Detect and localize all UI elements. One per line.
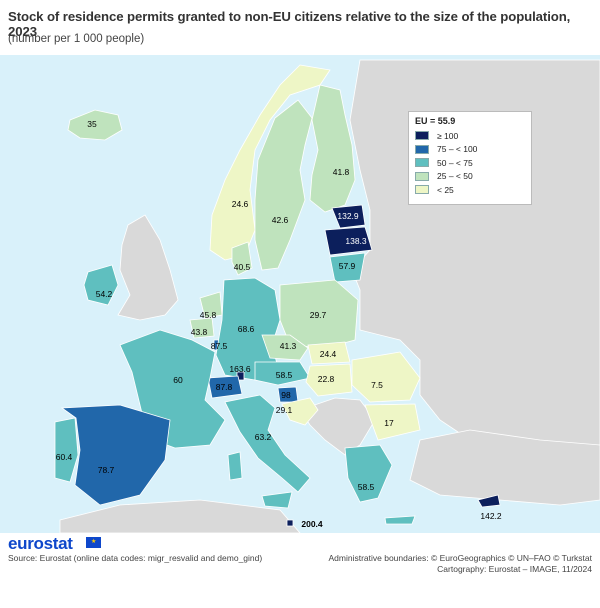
sardinia-region — [227, 451, 243, 481]
legend-item: 75 – < 100 — [415, 143, 525, 157]
portugal-region — [54, 417, 79, 483]
denmark-region — [231, 241, 253, 276]
legend-item: 50 – < 75 — [415, 156, 525, 170]
legend-item: ≥ 100 — [415, 129, 525, 143]
value-label-belgium: 43.8 — [191, 327, 208, 337]
bulgaria-region — [364, 403, 421, 441]
value-label-slovakia: 24.4 — [320, 349, 337, 359]
cyprus-region — [477, 494, 501, 508]
italy-region — [224, 394, 311, 493]
value-label-sweden: 42.6 — [272, 215, 289, 225]
belgium-region — [189, 317, 215, 339]
uk-land — [117, 214, 179, 321]
legend-label: 75 – < 100 — [437, 144, 478, 155]
hungary-region — [305, 363, 353, 397]
iceland-region — [67, 109, 123, 141]
turkey-land — [409, 429, 600, 506]
sicily-region — [261, 491, 293, 509]
legend-swatch — [415, 158, 429, 168]
map-title: Stock of residence permits granted to no… — [8, 9, 571, 39]
lithuania-region — [329, 252, 366, 283]
spain-region — [60, 404, 171, 506]
value-label-bulgaria: 17 — [384, 418, 394, 428]
value-label-lithuania: 57.9 — [339, 261, 356, 271]
legend-swatch — [415, 131, 429, 141]
romania-region — [351, 351, 421, 403]
value-label-croatia: 29.1 — [276, 405, 293, 415]
legend-title: EU = 55.9 — [415, 116, 456, 126]
legend-swatch — [415, 144, 429, 154]
value-label-romania: 7.5 — [371, 380, 383, 390]
crete-region — [384, 515, 416, 525]
credits: Administrative boundaries: © EuroGeograp… — [328, 553, 592, 575]
legend-item: 25 – < 50 — [415, 170, 525, 184]
croatia-region — [281, 397, 319, 426]
boundaries-credit: Administrative boundaries: © EuroGeograp… — [328, 553, 592, 563]
switzerland-region — [207, 375, 243, 399]
north-africa-land — [59, 499, 301, 533]
estonia-region — [331, 204, 366, 229]
value-label-portugal: 60.4 — [56, 452, 73, 462]
value-label-estonia: 132.9 — [337, 211, 359, 221]
legend-label: 25 – < 50 — [437, 171, 473, 182]
sweden-region — [254, 99, 313, 271]
value-label-malta: 200.4 — [301, 519, 323, 529]
eu-flag-icon: ★ — [86, 537, 101, 548]
value-label-slovenia: 98 — [281, 390, 291, 400]
value-label-cyprus: 142.2 — [480, 511, 502, 521]
value-label-greece: 58.5 — [358, 482, 375, 492]
value-label-spain: 78.7 — [98, 465, 115, 475]
value-label-finland: 41.8 — [333, 167, 350, 177]
value-label-france: 60 — [173, 375, 183, 385]
value-label-liechtenstein: 163.6 — [229, 364, 251, 374]
austria-region — [254, 361, 311, 386]
value-label-hungary: 22.8 — [318, 374, 335, 384]
legend-label: < 25 — [437, 184, 454, 195]
balkans-nonEU-land — [299, 397, 376, 456]
latvia-region — [324, 226, 373, 256]
value-label-iceland: 35 — [87, 119, 97, 129]
legend-label: 50 – < 75 — [437, 157, 473, 168]
value-label-denmark: 40.5 — [234, 262, 251, 272]
legend-item: < 25 — [415, 183, 525, 197]
value-label-switzerland: 87.8 — [216, 382, 233, 392]
source-note: Source: Eurostat (online data codes: mig… — [8, 553, 263, 563]
value-label-germany: 68.6 — [238, 324, 255, 334]
value-label-italy: 63.2 — [255, 432, 272, 442]
value-label-netherlands: 45.8 — [200, 310, 217, 320]
malta-region — [286, 519, 294, 527]
value-label-poland: 29.7 — [310, 310, 327, 320]
eurostat-logo: eurostat — [8, 534, 73, 553]
legend-swatch — [415, 171, 429, 181]
greece-region — [344, 444, 393, 503]
legend-swatch — [415, 185, 429, 195]
map-subtitle: (number per 1 000 people) — [8, 33, 145, 45]
legend-label: ≥ 100 — [437, 130, 459, 141]
value-label-czechia: 41.3 — [280, 341, 297, 351]
slovakia-region — [307, 341, 351, 365]
czechia-region — [261, 334, 309, 361]
value-label-luxembourg: 87.5 — [211, 341, 228, 351]
ireland-region — [83, 264, 119, 306]
cartography-credit: Cartography: Eurostat – IMAGE, 11/2024 — [437, 564, 592, 574]
map-legend: EU = 55.9 ≥ 100 75 – < 100 50 – < 75 25 … — [408, 111, 532, 205]
value-label-austria: 58.5 — [276, 370, 293, 380]
value-label-latvia: 138.3 — [345, 236, 367, 246]
value-label-ireland: 54.2 — [96, 289, 113, 299]
value-label-norway: 24.6 — [232, 199, 249, 209]
